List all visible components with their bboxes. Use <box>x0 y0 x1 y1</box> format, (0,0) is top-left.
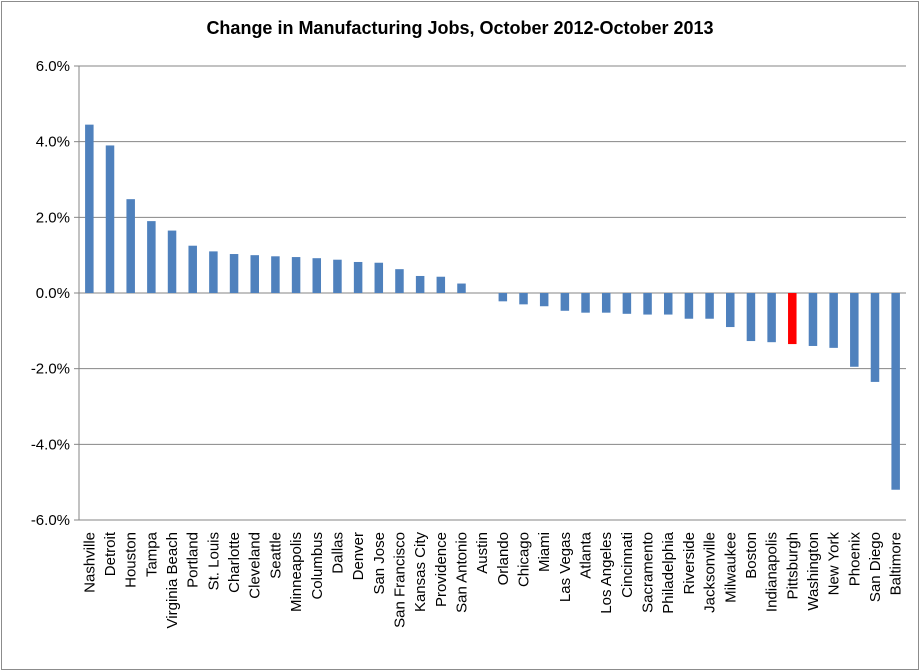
x-category-label: San Jose <box>371 532 388 595</box>
x-category-label: Philadelphia <box>660 531 677 613</box>
bar-san-francisco <box>395 269 404 293</box>
bar-denver <box>353 261 363 293</box>
x-category-label: San Antonio <box>453 532 470 613</box>
x-category-label: Seattle <box>267 532 284 579</box>
bar-philadelphia <box>663 293 673 315</box>
bar-dallas <box>333 259 342 293</box>
bar-cincinnati <box>622 293 632 314</box>
bar-tampa <box>147 221 156 293</box>
bar-los-angeles <box>601 293 611 313</box>
bar-virginia-beach <box>167 230 177 293</box>
x-category-label: Houston <box>123 532 140 588</box>
y-tick-label: -2.0% <box>31 361 70 378</box>
chart-title: Change in Manufacturing Jobs, October 20… <box>206 18 714 38</box>
x-category-label: Nashville <box>81 532 98 593</box>
bar-cleveland <box>250 255 259 293</box>
x-category-label: Tampa <box>143 531 160 577</box>
x-category-label: Jacksonville <box>702 532 719 613</box>
y-tick-label: 2.0% <box>36 209 70 226</box>
bar-providence <box>436 276 446 293</box>
x-category-label: Chicago <box>516 532 533 587</box>
bar-pittsburgh <box>788 293 797 345</box>
gridlines <box>79 65 906 521</box>
bar-washington <box>808 293 818 346</box>
x-category-label: Charlotte <box>226 532 243 593</box>
bar-riverside <box>684 293 694 319</box>
x-category-label: Pittsburgh <box>784 532 801 600</box>
x-category-label: Columbus <box>309 532 326 600</box>
bar-boston <box>746 293 756 342</box>
y-tick-label: 6.0% <box>36 58 70 75</box>
bar-san-diego <box>870 293 880 382</box>
bar-milwaukee <box>726 293 735 328</box>
x-category-label: Riverside <box>681 532 698 595</box>
bar-indianapolis <box>767 293 776 343</box>
x-category-label: Washington <box>805 532 822 611</box>
x-category-label: Baltimore <box>888 532 905 595</box>
bars <box>85 124 900 490</box>
x-category-label: San Francisco <box>391 532 408 628</box>
x-category-label: Indianapolis <box>764 532 781 612</box>
x-category-label: Portland <box>185 532 202 588</box>
bar-kansas-city <box>415 275 425 293</box>
bar-miami <box>539 293 549 307</box>
x-category-label: New York <box>826 532 843 596</box>
x-category-label: Austin <box>474 532 491 574</box>
bar-phoenix <box>850 293 859 367</box>
bar-charlotte <box>229 254 239 293</box>
bar-columbus <box>312 258 322 293</box>
x-category-label: Sacramento <box>640 532 657 613</box>
x-category-label: Atlanta <box>578 531 595 578</box>
y-axis: 6.0% 4.0% 2.0% 0.0% -2.0% -4.0% -6.0% <box>31 58 80 529</box>
bar-san-jose <box>374 262 384 293</box>
x-category-label: Cleveland <box>247 532 264 599</box>
x-category-label: Miami <box>536 532 553 572</box>
x-category-label: Detroit <box>102 531 119 576</box>
x-axis: Nashville Detroit Houston Tampa Virginia Bea… <box>81 531 904 628</box>
bar-baltimore <box>891 293 900 490</box>
x-category-label: Denver <box>350 532 367 580</box>
x-category-label: Kansas City <box>412 532 429 613</box>
x-category-label: Providence <box>433 532 450 607</box>
bar-las-vegas <box>560 293 570 311</box>
bar-orlando <box>498 293 508 302</box>
x-category-label: Cincinnati <box>619 532 636 598</box>
x-category-label: Boston <box>743 532 760 579</box>
y-tick-label: 4.0% <box>36 134 70 151</box>
x-category-label: San Diego <box>867 532 884 602</box>
x-category-label: Las Vegas <box>557 532 574 602</box>
bar-chicago <box>519 293 528 305</box>
y-tick-label: 0.0% <box>36 285 70 302</box>
bar-minneapolis <box>291 257 301 293</box>
x-category-label: Milwaukee <box>722 532 739 603</box>
bar-san-antonio <box>457 283 466 293</box>
x-category-label: Phoenix <box>846 532 863 587</box>
x-category-label: Virginia Beach <box>164 532 181 628</box>
bar-houston <box>126 199 135 293</box>
bar-detroit <box>105 145 115 293</box>
x-category-label: Dallas <box>329 532 346 574</box>
bar-jacksonville <box>705 293 714 319</box>
bar-portland <box>188 245 197 293</box>
x-category-label: Orlando <box>495 532 512 585</box>
bar-nashville <box>85 124 94 294</box>
x-category-label: Los Angeles <box>598 532 615 614</box>
y-tick-label: -4.0% <box>31 436 70 453</box>
x-category-label: St. Louis <box>205 532 222 590</box>
bar-atlanta <box>581 293 590 313</box>
bar-seattle <box>271 256 280 293</box>
bar-st-louis <box>209 251 218 293</box>
y-tick-label: -6.0% <box>31 512 70 529</box>
bar-new-york <box>829 293 838 348</box>
x-category-label: Minneapolis <box>288 532 305 612</box>
bar-sacramento <box>643 293 652 315</box>
